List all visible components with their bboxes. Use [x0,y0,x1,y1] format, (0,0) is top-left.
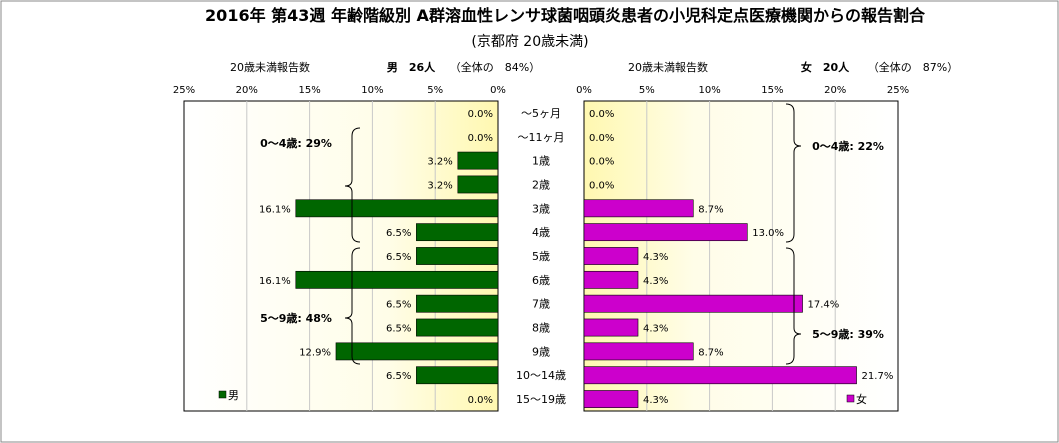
category-label: 5歳 [532,250,550,263]
right-header-share: （全体の 87%） [868,60,958,74]
left-brace-0-4 [344,127,361,243]
bar-male [416,223,499,242]
right-brace-0-4 [785,103,802,243]
bar-male [295,270,499,289]
bar-female [583,342,694,361]
x-tick-label-left: 0% [490,85,506,96]
data-label-female: 8.7% [698,347,723,358]
group-label-right-0-4: 0～4歳: 22% [812,139,884,153]
group-label-left-0-4: 0～4歳: 29% [260,136,332,150]
data-label-female: 21.7% [862,371,894,382]
x-tick-label-right: 5% [639,85,655,96]
x-tick-label-left: 25% [173,85,195,96]
data-label-male: 0.0% [468,109,493,120]
data-label-male: 0.0% [468,133,493,144]
data-label-female: 0.0% [589,109,614,120]
category-label: ～11ヶ月 [518,131,565,144]
data-label-female: 4.3% [643,324,668,335]
right-header-count: 女 20人 [801,60,850,74]
data-label-female: 4.3% [643,252,668,263]
bar-male [457,175,499,194]
x-tick-label-right: 15% [761,85,783,96]
data-label-male: 16.1% [259,276,291,287]
x-tick-label-left: 10% [361,85,383,96]
bar-female [583,270,639,289]
data-label-male: 3.2% [427,180,452,191]
category-label: 3歳 [532,202,550,215]
group-label-left-5-9: 5～9歳: 48% [260,311,332,325]
data-label-female: 4.3% [643,395,668,406]
data-label-female: 13.0% [752,228,784,239]
x-tick-label-right: 25% [887,85,909,96]
bar-male [416,366,499,385]
x-tick-label-left: 20% [236,85,258,96]
left-header-label: 20歳未満報告数 [230,61,310,74]
x-tick-label-right: 0% [576,85,592,96]
bar-female [583,247,639,265]
data-label-male: 6.5% [386,324,411,335]
left-header-share: （全体の 84%） [450,60,540,74]
bar-female [583,294,803,313]
left-header-count: 男 26人 [387,60,436,74]
right-header-label: 20歳未満報告数 [628,61,708,74]
category-label: 1歳 [532,155,550,168]
legend-label-male: 男 [228,389,239,402]
chart-subtitle: (京都府 20歳未満) [471,34,588,50]
data-label-female: 8.7% [698,204,723,215]
category-label: 4歳 [532,226,550,239]
x-tick-label-right: 20% [824,85,846,96]
legend-swatch-female [846,394,855,403]
data-label-male: 6.5% [386,228,411,239]
bar-female [583,366,857,385]
x-tick-label-left: 5% [427,85,443,96]
bar-male [335,342,499,361]
legend-swatch-male [218,390,227,399]
bar-female [583,390,639,408]
category-label: 6歳 [532,274,550,287]
data-label-male: 16.1% [259,204,291,215]
right-brace-5-9 [785,247,802,365]
x-tick-label-left: 15% [298,85,320,96]
chart-title: 2016年 第43週 年齢階級別 A群溶血性レンサ球菌咽頭炎患者の小児科定点医療… [205,6,926,25]
category-label: 2歳 [532,178,550,191]
category-label: ～5ヶ月 [521,107,561,120]
data-label-female: 0.0% [589,133,614,144]
category-label: 10～14歳 [516,369,566,382]
bar-male [457,151,499,170]
data-label-male: 6.5% [386,252,411,263]
data-label-female: 4.3% [643,276,668,287]
category-label: 15～19歳 [516,393,566,406]
data-label-male: 0.0% [468,395,493,406]
bar-male [416,294,499,313]
category-label: 7歳 [532,298,550,311]
left-brace-5-9 [344,247,361,365]
group-label-right-5-9: 5～9歳: 39% [812,327,884,341]
bar-female [583,318,639,337]
legend-label-female: 女 [856,392,867,406]
data-label-female: 0.0% [589,180,614,191]
bar-male [416,318,499,337]
data-label-female: 17.4% [808,300,840,311]
bar-male [416,247,499,265]
bar-female [583,223,748,242]
bar-female [583,199,694,218]
x-tick-label-right: 10% [698,85,720,96]
category-label: 8歳 [532,322,550,335]
data-label-male: 3.2% [427,157,452,168]
data-label-male: 12.9% [299,347,331,358]
data-label-female: 0.0% [589,157,614,168]
data-label-male: 6.5% [386,300,411,311]
bar-male [295,199,499,218]
category-label: 9歳 [532,345,550,358]
data-label-male: 6.5% [386,371,411,382]
